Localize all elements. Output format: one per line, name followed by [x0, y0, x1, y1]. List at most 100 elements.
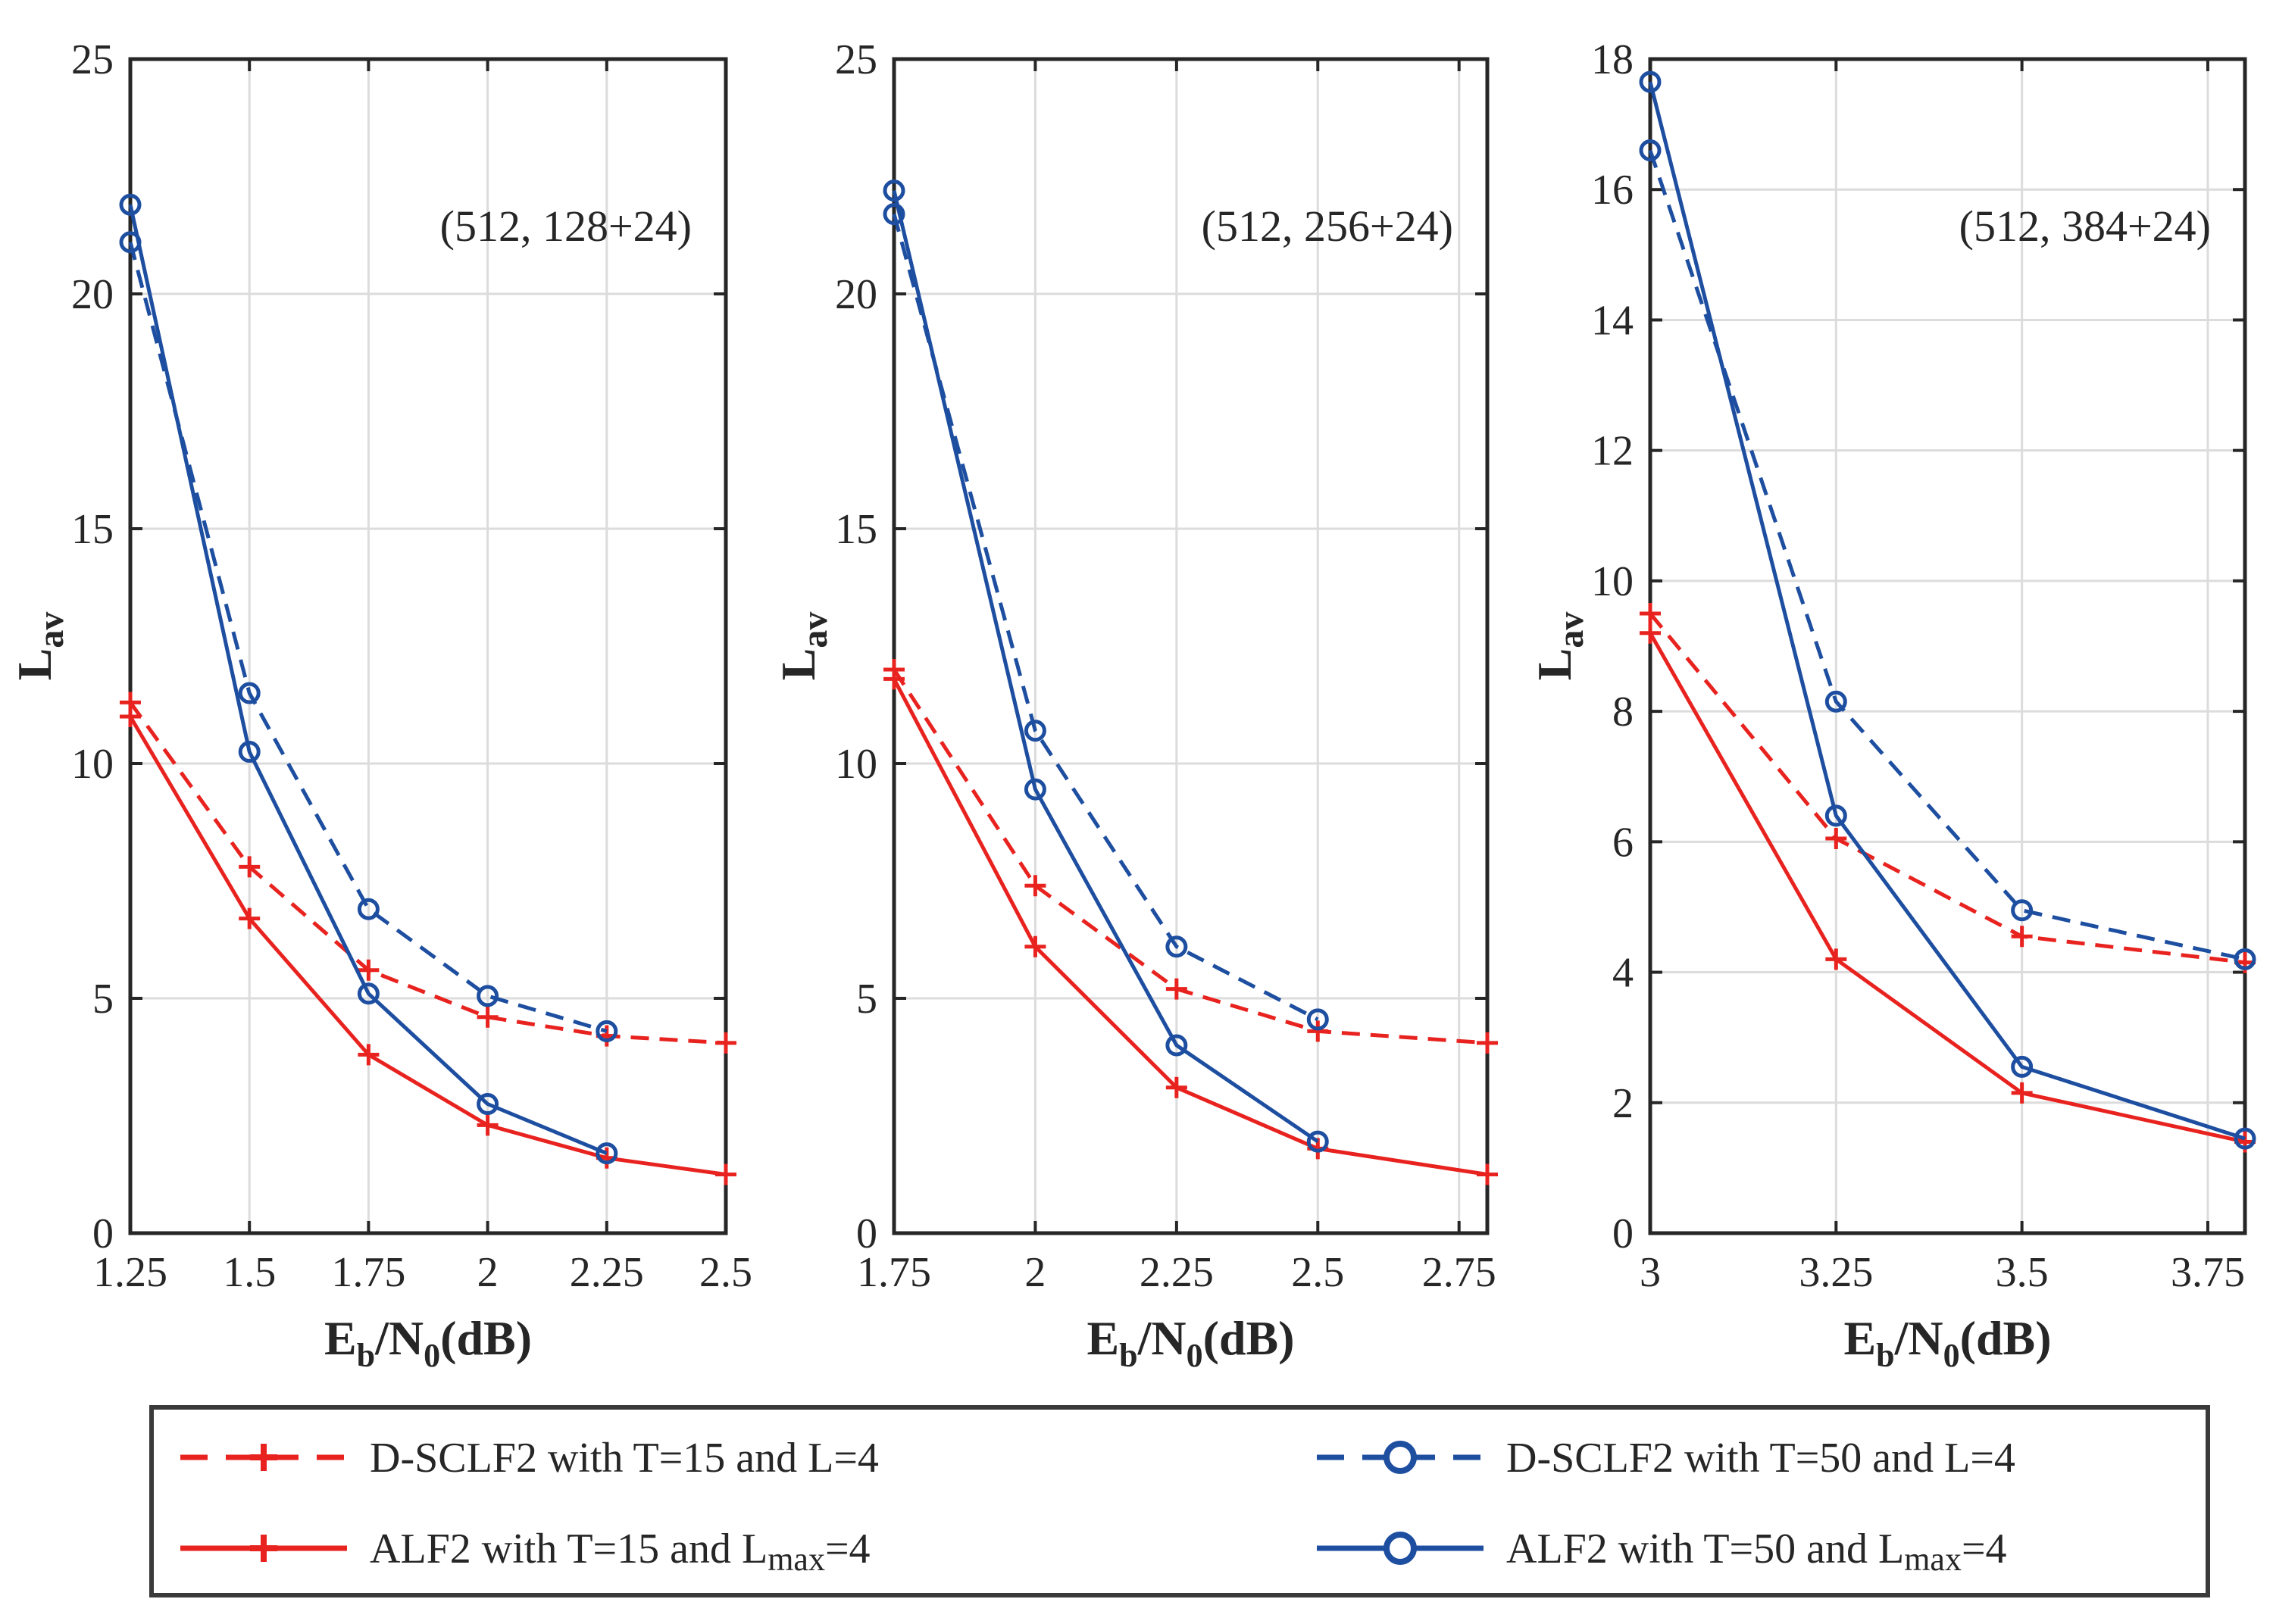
x-tick-label: 3.5: [1996, 1249, 2049, 1296]
x-tick-label: 1.75: [857, 1249, 931, 1296]
legend-marker: [1383, 1441, 1417, 1474]
data-point: [883, 180, 905, 202]
data-point: [2234, 948, 2256, 970]
x-tick-label: 1.5: [223, 1249, 276, 1296]
y-tick-label: 4: [1612, 950, 1634, 997]
x-axis-title: Eb/N0(dB): [1843, 1311, 2051, 1374]
chart-panel-1: 1.25 1.5 1.75 2 2.25 2.5 0 5 10 15 20 25 Eb/N0(dB) La…: [8, 36, 752, 1374]
data-point: [477, 1093, 499, 1115]
y-tick-label: 18: [1591, 36, 1634, 83]
legend-label: D-SCLF2 with T=15 and L=4: [370, 1435, 879, 1482]
y-tick-label: 0: [856, 1210, 877, 1257]
y-tick-label: 15: [835, 506, 877, 553]
data-point: [1640, 602, 1661, 624]
y-tick-label: 5: [856, 976, 877, 1023]
x-tick-label: 2.25: [1140, 1249, 1214, 1296]
data-point: [715, 1032, 736, 1054]
data-point: [120, 706, 141, 727]
series-line: [1649, 612, 2246, 965]
x-tick-label: 1.25: [93, 1249, 167, 1296]
y-tick-label: 25: [835, 36, 877, 83]
y-tick-label: 0: [92, 1210, 114, 1257]
y-tick-label: 10: [71, 741, 114, 788]
chart-panels: 1.25 1.5 1.75 2 2.25 2.50510152025Eb/N0(dB)La…: [8, 36, 2256, 1374]
data-point: [238, 682, 261, 704]
y-tick-label: 12: [1591, 428, 1634, 475]
y-tick-label: 20: [835, 271, 877, 318]
data-point: [1165, 1076, 1187, 1098]
data-point: [1824, 804, 1847, 827]
data-point: [357, 898, 380, 920]
y-axis-title: Lav: [1527, 612, 1591, 681]
data-point: [1640, 622, 1661, 644]
y-tick-label: 2: [1612, 1080, 1634, 1127]
series-line: [892, 213, 1319, 1022]
x-tick-label: 3.75: [2171, 1249, 2245, 1296]
data-point: [1477, 1163, 1498, 1185]
series-2: [883, 668, 1498, 1185]
series-line: [1648, 149, 2246, 961]
series-line: [892, 668, 1488, 1045]
x-axis-title: Eb/N0(dB): [1086, 1311, 1294, 1374]
data-point: [1639, 70, 1662, 93]
data-point: [1307, 1020, 1329, 1042]
data-point: [883, 668, 905, 690]
data-point: [2011, 1055, 2034, 1078]
axes-frame: [1648, 57, 2247, 1235]
data-point: [596, 1142, 618, 1165]
data-point: [1024, 875, 1046, 897]
data-point: [357, 982, 380, 1005]
chart-panel-3: 3 3.25 3.5 3.75 0 2 4 6 8 10 12 14 16 18 Eb/N0(dB) Lav (…: [1527, 36, 2256, 1374]
axes-frame: [892, 57, 1490, 1235]
series-3: [119, 231, 618, 1042]
data-point: [1825, 828, 1847, 850]
x-tick-label: 2: [477, 1249, 499, 1296]
series-1: [883, 659, 1498, 1054]
legend-label: ALF2 with T=15 and Lmax=4: [370, 1526, 871, 1578]
legend-marker: [1383, 1532, 1417, 1565]
y-tick-label: 6: [1612, 819, 1634, 866]
x-tick-label: 2: [1024, 1249, 1046, 1296]
series-line: [892, 190, 1319, 1144]
data-point: [2011, 926, 2033, 948]
series-4: [1639, 70, 2256, 1150]
data-point: [1024, 720, 1046, 742]
legend: D-SCLF2 with T=15 and L=4 D-SCLF2 with T=…: [149, 1405, 2210, 1597]
y-tick-label: 0: [1612, 1210, 1634, 1257]
y-axis-title: Lav: [8, 612, 71, 681]
x-axis-title: Eb/N0(dB): [324, 1311, 532, 1374]
data-point: [239, 907, 261, 929]
data-point: [715, 1163, 736, 1185]
legend-marker: [250, 1535, 277, 1562]
x-tick-label: 2.5: [699, 1249, 752, 1296]
panel-annotation: (512, 128+24): [440, 201, 692, 251]
data-point: [239, 856, 261, 878]
x-tick-label: 2.75: [1422, 1249, 1496, 1296]
y-tick-label: 20: [71, 271, 114, 318]
series-3: [1639, 139, 2256, 970]
legend-item: ALF2 with T=50 and Lmax=4: [1317, 1526, 2007, 1578]
data-point: [358, 959, 380, 981]
data-point: [2011, 1082, 2033, 1104]
data-point: [1024, 935, 1046, 957]
data-point: [1477, 1032, 1498, 1054]
y-tick-label: 16: [1591, 167, 1634, 214]
series-line: [1648, 81, 2246, 1141]
panel-annotation: (512, 256+24): [1202, 201, 1453, 251]
series-2: [120, 706, 736, 1185]
data-point: [1165, 978, 1187, 1000]
panel-annotation: (512, 384+24): [1959, 201, 2211, 251]
legend-item: D-SCLF2 with T=15 and L=4: [180, 1435, 879, 1482]
series-2: [1640, 622, 2256, 1153]
series-1: [1640, 602, 2256, 973]
y-tick-label: 10: [1591, 558, 1634, 605]
x-tick-label: 1.75: [331, 1249, 405, 1296]
x-tick-label: 2.25: [570, 1249, 644, 1296]
data-point: [1306, 1008, 1329, 1031]
data-point: [477, 1006, 499, 1028]
x-tick-label: 3: [1640, 1249, 1661, 1296]
data-point: [1165, 1034, 1188, 1057]
series-1: [120, 692, 736, 1054]
data-point: [477, 985, 499, 1007]
